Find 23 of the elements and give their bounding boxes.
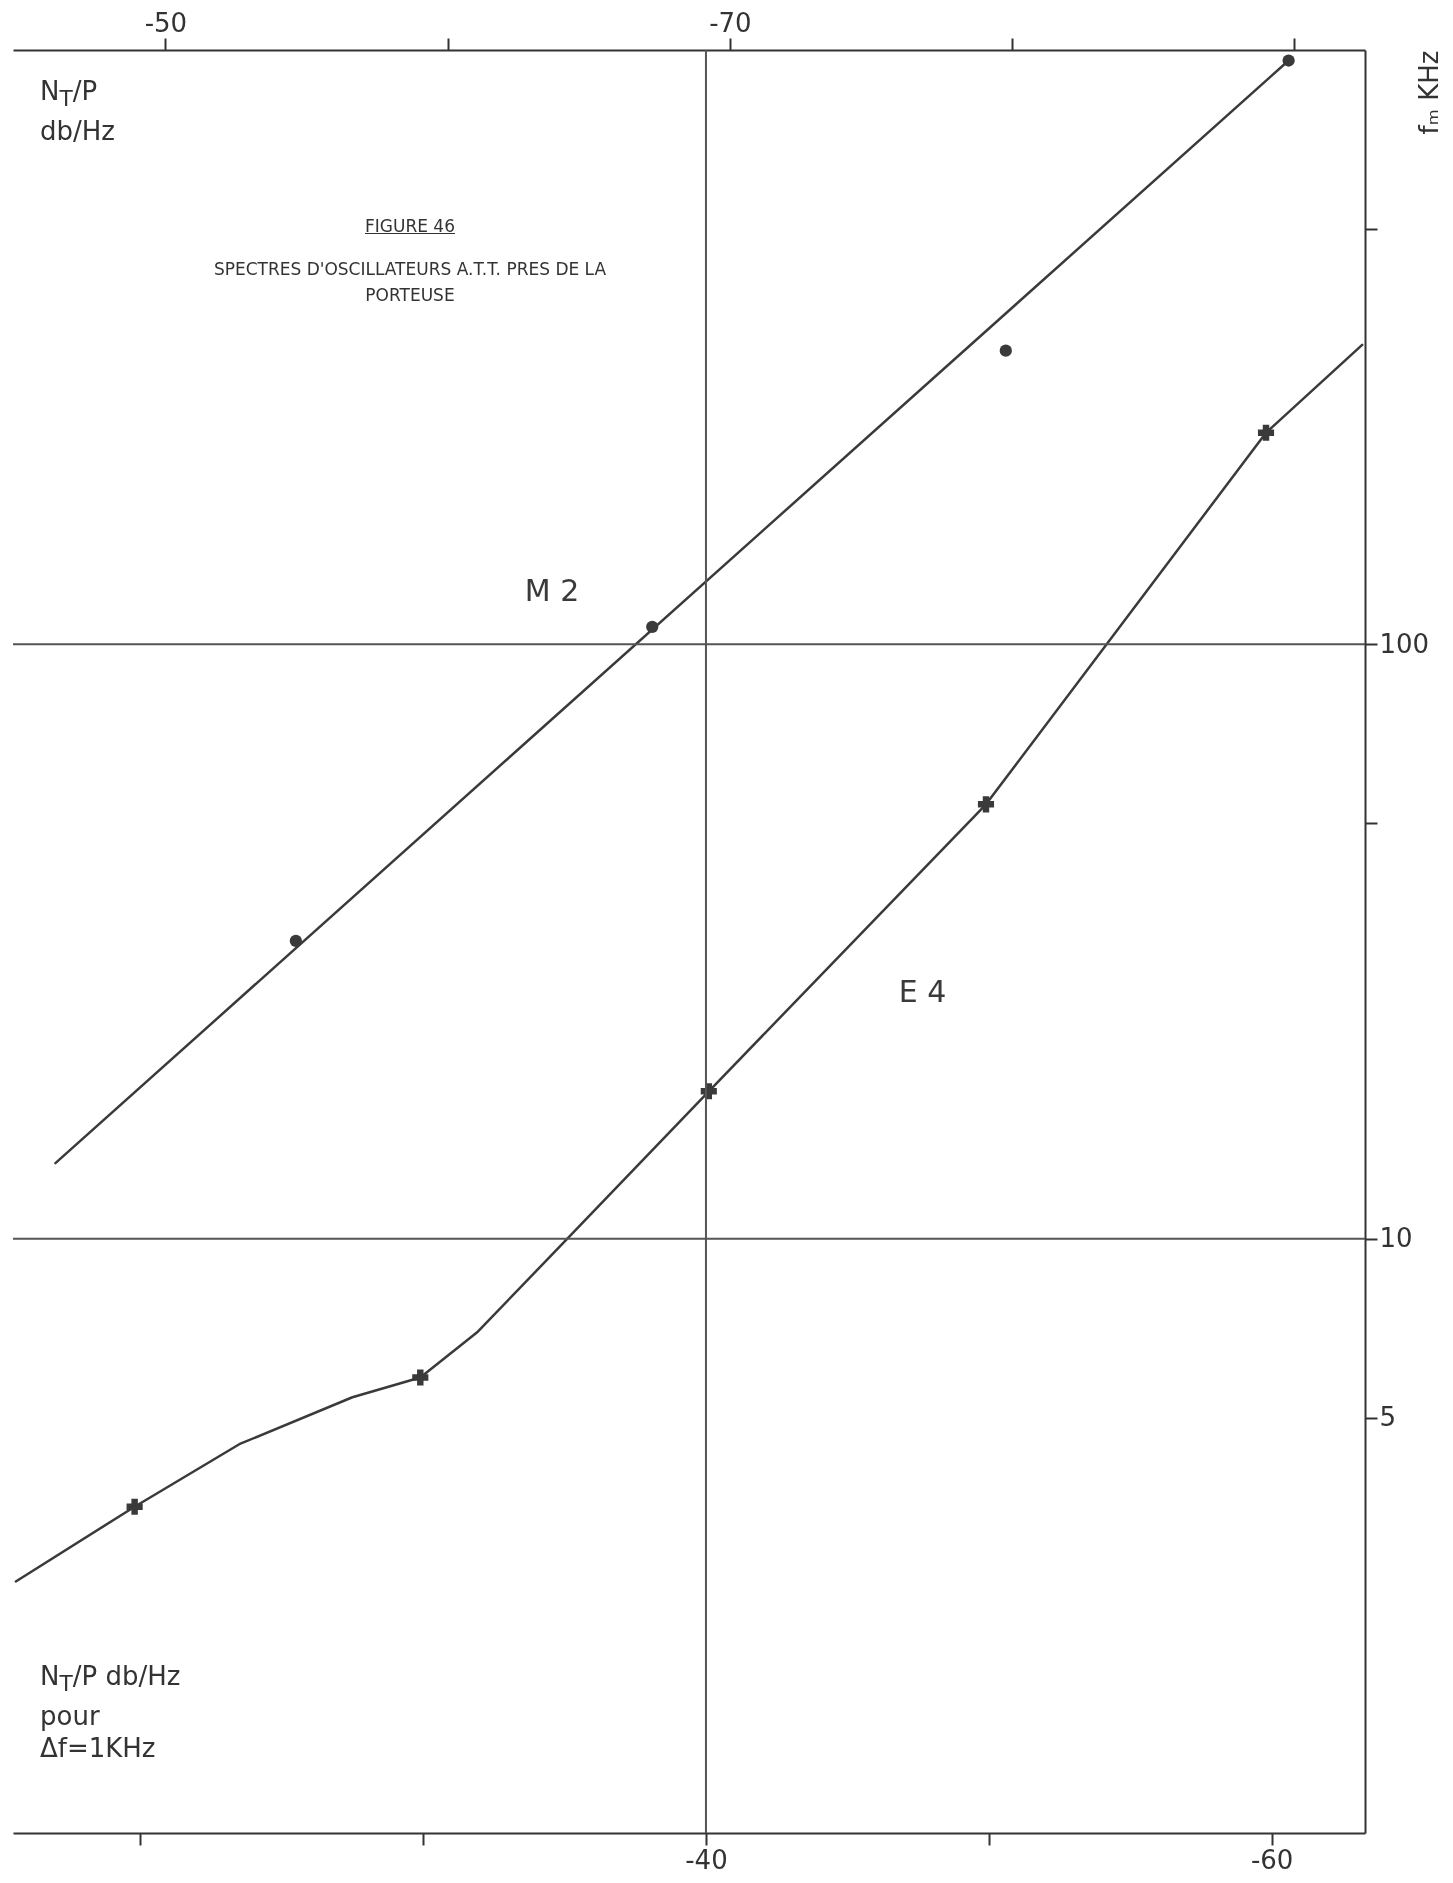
y-tick-label: 100: [1379, 628, 1430, 659]
y-tick-label: 5: [1379, 1402, 1397, 1433]
x-tick-label: -40: [685, 1844, 728, 1875]
y-tick-label: 10: [1379, 1223, 1413, 1254]
x2-tick-label: -70: [709, 7, 752, 38]
text: M 2: [524, 572, 580, 608]
x-axis-title: N$_{T}$/P db/Hz pour Δf=1KHz: [40, 1660, 182, 1765]
text: SPECTRES D'OSCILLATEURS A.T.T. PRES DE LA PORTEUSE: [212, 258, 608, 307]
point: [126, 1498, 143, 1515]
point: [1282, 54, 1295, 67]
x-tick-label: -60: [1250, 1844, 1294, 1875]
point: [412, 1369, 429, 1386]
point: [999, 344, 1012, 357]
point: [646, 620, 659, 633]
y-axis-title: fₘ KHz: [1414, 50, 1445, 135]
x2-tick-label: -50: [144, 7, 188, 38]
point: [1257, 424, 1275, 441]
point: [977, 796, 995, 813]
point: [289, 934, 302, 947]
line-series: [14, 343, 1364, 1583]
series-label: E 4: [898, 974, 947, 1010]
text: FIGURE 46: [364, 215, 456, 238]
x2-axis-title: N$_{T}$/P db/Hz: [40, 75, 116, 148]
